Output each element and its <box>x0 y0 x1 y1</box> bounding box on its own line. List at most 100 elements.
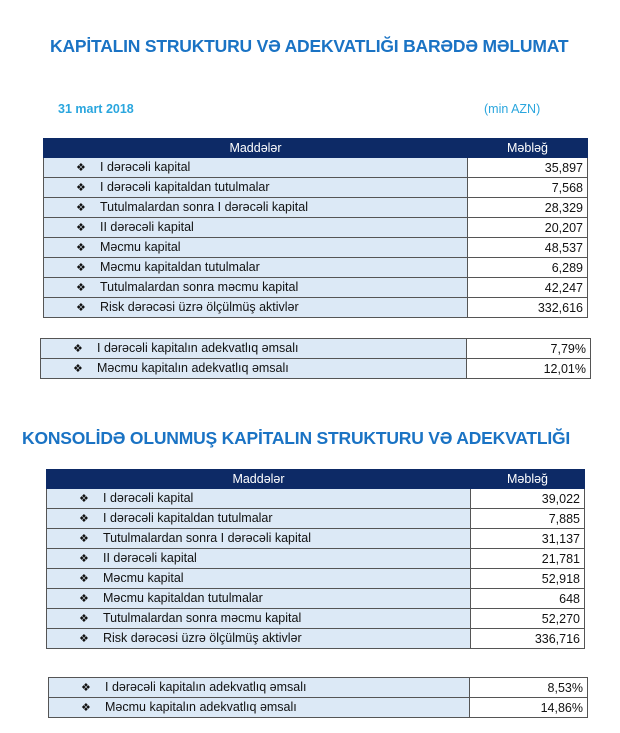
row-value: 20,207 <box>467 217 588 238</box>
row-value: 42,247 <box>467 277 588 298</box>
row-label: ❖ Tutulmalardan sonra məcmu kapital <box>43 277 468 298</box>
row-label: ❖ Risk dərəcəsi üzrə ölçülmüş aktivlər <box>43 297 468 318</box>
row-label-text: I dərəcəli kapitaldan tutulmalar <box>103 511 273 525</box>
table-row: ❖ I dərəcəli kapitaldan tutulmalar 7,885 <box>46 508 585 529</box>
bullet-icon: ❖ <box>73 343 83 355</box>
row-value: 48,537 <box>467 237 588 258</box>
row-value: 21,781 <box>470 548 585 569</box>
row-label: ❖ Risk dərəcəsi üzrə ölçülmüş aktivlər <box>46 628 471 649</box>
table-row: ❖ I dərəcəli kapital 35,897 <box>43 157 588 178</box>
row-label-text: Risk dərəcəsi üzrə ölçülmüş aktivlər <box>100 300 299 314</box>
row-label-text: I dərəcəli kapital <box>103 491 194 505</box>
bullet-icon: ❖ <box>79 533 89 545</box>
table-row: ❖ Tutulmalardan sonra I dərəcəli kapital 3… <box>46 528 585 549</box>
table-row: ❖ Məcmu kapitalın adekvatlıq əmsalı 12,01% <box>40 358 591 379</box>
capital-structure-table: Maddələr Məbləğ ❖ I dərəcəli kapital 35,897 ❖… <box>43 138 588 318</box>
row-label: ❖ Tutulmalardan sonra I dərəcəli kapital <box>46 528 471 549</box>
bullet-icon: ❖ <box>76 282 86 294</box>
row-label: ❖ Məcmu kapitalın adekvatlıq əmsalı <box>48 697 470 718</box>
row-label-text: Məcmu kapitaldan tutulmalar <box>103 591 263 605</box>
bullet-icon: ❖ <box>76 242 86 254</box>
bullet-icon: ❖ <box>76 262 86 274</box>
row-value: 8,53% <box>469 677 588 698</box>
row-label-text: Risk dərəcəsi üzrə ölçülmüş aktivlər <box>103 631 302 645</box>
row-label-text: Məcmu kapitalın adekvatlıq əmsalı <box>105 700 297 714</box>
unit-label: (min AZN) <box>484 102 541 116</box>
table-row: ❖ I dərəcəli kapital 39,022 <box>46 488 585 509</box>
table-row: ❖ Məcmu kapitalın adekvatlıq əmsalı 14,86% <box>48 697 588 718</box>
table-row: ❖ Məcmu kapitaldan tutulmalar 6,289 <box>43 257 588 278</box>
section2-title: KONSOLİDƏ OLUNMUŞ KAPİTALIN STRUKTURU VƏ… <box>22 428 571 448</box>
row-value: 39,022 <box>470 488 585 509</box>
header-row: Maddələr Məbləğ <box>43 138 588 158</box>
table-row: ❖ I dərəcəli kapitalın adekvatlıq əmsalı 8… <box>48 677 588 698</box>
row-value: 7,79% <box>466 338 591 359</box>
row-value: 332,616 <box>467 297 588 318</box>
row-label-text: Tutulmalardan sonra I dərəcəli kapital <box>103 531 311 545</box>
table-row: ❖ Məcmu kapitaldan tutulmalar 648 <box>46 588 585 609</box>
row-value: 7,885 <box>470 508 585 529</box>
row-value: 31,137 <box>470 528 585 549</box>
bullet-icon: ❖ <box>79 573 89 585</box>
row-label: ❖ I dərəcəli kapitalın adekvatlıq əmsalı <box>40 338 467 359</box>
row-label-text: Tutulmalardan sonra məcmu kapital <box>103 611 302 625</box>
capital-adequacy-table: ❖ I dərəcəli kapitalın adekvatlıq əmsalı 7… <box>40 338 591 379</box>
table-row: ❖ I dərəcəli kapitaldan tutulmalar 7,568 <box>43 177 588 198</box>
bullet-icon: ❖ <box>79 493 89 505</box>
row-label-text: I dərəcəli kapitalın adekvatlıq əmsalı <box>97 341 299 355</box>
bullet-icon: ❖ <box>76 162 86 174</box>
bullet-icon: ❖ <box>79 613 89 625</box>
row-label: ❖ I dərəcəli kapitaldan tutulmalar <box>43 177 468 198</box>
row-value: 52,918 <box>470 568 585 589</box>
section1-title: KAPİTALIN STRUKTURU VƏ ADEKVATLIĞI BARƏD… <box>50 36 569 56</box>
row-label: ❖ I dərəcəli kapital <box>43 157 468 178</box>
row-value: 12,01% <box>466 358 591 379</box>
row-label: ❖ I dərəcəli kapitaldan tutulmalar <box>46 508 471 529</box>
table-row: ❖ Tutulmalardan sonra məcmu kapital 52,270 <box>46 608 585 629</box>
row-label: ❖ Məcmu kapitaldan tutulmalar <box>46 588 471 609</box>
table-row: ❖ Risk dərəcəsi üzrə ölçülmüş aktivlər 332… <box>43 297 588 318</box>
consolidated-capital-adequacy-table: ❖ I dərəcəli kapitalın adekvatlıq əmsalı 8… <box>48 677 588 718</box>
row-label-text: II dərəcəli kapital <box>103 551 197 565</box>
row-value: 6,289 <box>467 257 588 278</box>
table-row: ❖ Tutulmalardan sonra məcmu kapital 42,247 <box>43 277 588 298</box>
bullet-icon: ❖ <box>79 633 89 645</box>
table-row: ❖ II dərəcəli kapital 21,781 <box>46 548 585 569</box>
row-label-text: II dərəcəli kapital <box>100 220 194 234</box>
row-value: 336,716 <box>470 628 585 649</box>
header-items: Maddələr <box>43 138 468 158</box>
header-amount: Məbləğ <box>470 469 585 489</box>
bullet-icon: ❖ <box>79 513 89 525</box>
table-row: ❖ II dərəcəli kapital 20,207 <box>43 217 588 238</box>
consolidated-capital-structure-table: Maddələr Məbləğ ❖ I dərəcəli kapital 39,022 ❖… <box>46 469 585 649</box>
table-row: ❖ Məcmu kapital 52,918 <box>46 568 585 589</box>
bullet-icon: ❖ <box>76 302 86 314</box>
row-label: ❖ Tutulmalardan sonra I dərəcəli kapital <box>43 197 468 218</box>
row-label-text: Məcmu kapitalın adekvatlıq əmsalı <box>97 361 289 375</box>
row-label-text: Tutulmalardan sonra I dərəcəli kapital <box>100 200 308 214</box>
row-value: 14,86% <box>469 697 588 718</box>
row-value: 35,897 <box>467 157 588 178</box>
row-value: 52,270 <box>470 608 585 629</box>
table-row: ❖ Risk dərəcəsi üzrə ölçülmüş aktivlər 336… <box>46 628 585 649</box>
header-row: Maddələr Məbləğ <box>46 469 585 489</box>
table-row: ❖ Tutulmalardan sonra I dərəcəli kapital 2… <box>43 197 588 218</box>
row-value: 28,329 <box>467 197 588 218</box>
row-label: ❖ Tutulmalardan sonra məcmu kapital <box>46 608 471 629</box>
row-label-text: I dərəcəli kapital <box>100 160 191 174</box>
row-label-text: Məcmu kapital <box>100 240 181 254</box>
row-label-text: I dərəcəli kapitaldan tutulmalar <box>100 180 270 194</box>
bullet-icon: ❖ <box>79 593 89 605</box>
row-value: 648 <box>470 588 585 609</box>
bullet-icon: ❖ <box>76 222 86 234</box>
bullet-icon: ❖ <box>81 702 91 714</box>
table-row: ❖ Məcmu kapital 48,537 <box>43 237 588 258</box>
header-amount: Məbləğ <box>467 138 588 158</box>
row-label: ❖ Məcmu kapitaldan tutulmalar <box>43 257 468 278</box>
bullet-icon: ❖ <box>73 363 83 375</box>
table-row: ❖ I dərəcəli kapitalın adekvatlıq əmsalı 7… <box>40 338 591 359</box>
row-label: ❖ II dərəcəli kapital <box>46 548 471 569</box>
row-label: ❖ I dərəcəli kapital <box>46 488 471 509</box>
row-label: ❖ Məcmu kapital <box>43 237 468 258</box>
row-label: ❖ II dərəcəli kapital <box>43 217 468 238</box>
